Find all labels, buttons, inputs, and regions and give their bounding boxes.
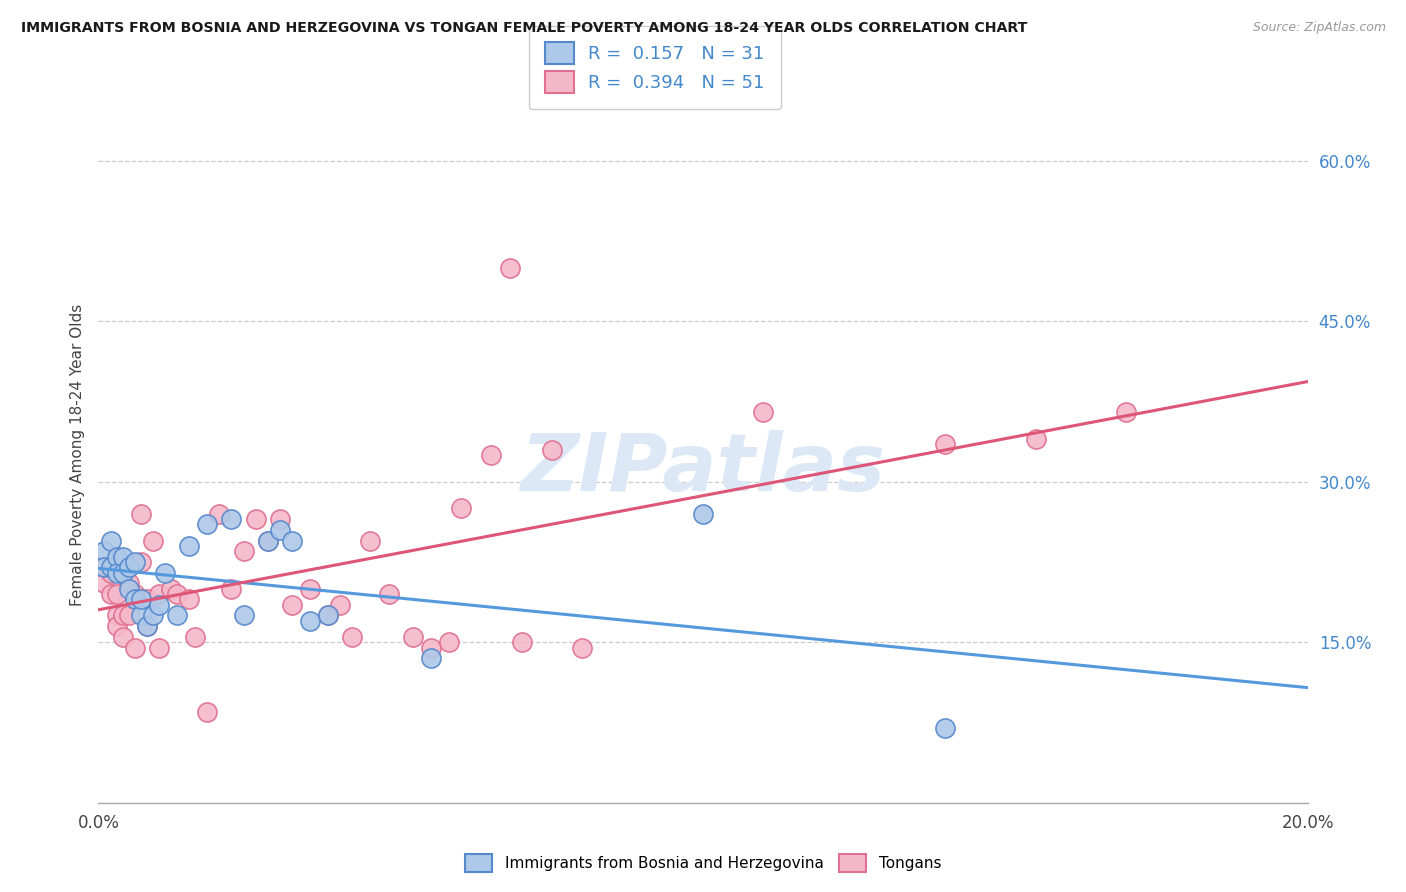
Point (299, 614, 322, 628)
Point (510, 635, 533, 649)
Point (377, 587, 399, 601)
Point (118, 582, 141, 596)
Point (100, 533, 122, 548)
Point (129, 555, 152, 569)
Point (281, 598, 304, 612)
Point (111, 566, 134, 580)
Point (299, 582, 322, 596)
Point (160, 582, 183, 596)
Point (93, 576, 115, 591)
Point (208, 507, 231, 521)
Point (111, 630, 134, 644)
Point (195, 705, 218, 719)
Point (232, 608, 254, 623)
Point (752, 405, 775, 419)
Point (111, 608, 134, 623)
Point (105, 566, 128, 580)
Point (450, 501, 472, 516)
Point (118, 560, 141, 574)
Point (100, 566, 122, 580)
Point (148, 640, 170, 655)
Point (142, 608, 165, 623)
Point (135, 619, 157, 633)
Point (166, 608, 188, 623)
Point (571, 640, 593, 655)
Point (420, 651, 443, 665)
Point (232, 544, 254, 558)
Point (360, 533, 382, 548)
Point (179, 592, 201, 607)
Point (420, 640, 443, 655)
Point (111, 549, 134, 564)
Point (93, 560, 115, 574)
Point (1115, 405, 1137, 419)
Legend: Immigrants from Bosnia and Herzegovina, Tongans: Immigrants from Bosnia and Herzegovina, … (457, 846, 949, 880)
Point (124, 592, 146, 607)
Point (329, 598, 352, 612)
Point (481, 448, 503, 462)
Point (135, 592, 157, 607)
Point (100, 560, 122, 574)
Point (93, 544, 115, 558)
Point (195, 517, 218, 532)
Point (316, 608, 339, 623)
Y-axis label: Female Poverty Among 18-24 Year Olds: Female Poverty Among 18-24 Year Olds (69, 304, 84, 606)
Point (269, 512, 291, 526)
Point (129, 507, 152, 521)
Point (179, 539, 201, 553)
Point (148, 598, 170, 612)
Point (124, 640, 146, 655)
Point (142, 533, 165, 548)
Text: Source: ZipAtlas.com: Source: ZipAtlas.com (1253, 21, 1386, 34)
Point (184, 630, 207, 644)
Point (256, 533, 278, 548)
Point (135, 619, 157, 633)
Point (105, 549, 128, 564)
Point (105, 587, 128, 601)
Point (402, 630, 425, 644)
Point (221, 582, 243, 596)
Text: IMMIGRANTS FROM BOSNIA AND HERZEGOVINA VS TONGAN FEMALE POVERTY AMONG 18-24 YEAR: IMMIGRANTS FROM BOSNIA AND HERZEGOVINA V… (21, 21, 1028, 35)
Point (100, 587, 122, 601)
Point (498, 260, 520, 275)
Point (124, 555, 146, 569)
Point (269, 523, 291, 537)
Point (934, 437, 956, 451)
Point (342, 630, 364, 644)
Point (105, 619, 128, 633)
Point (129, 592, 152, 607)
Point (692, 507, 714, 521)
Point (166, 587, 188, 601)
Point (281, 533, 304, 548)
Point (934, 721, 956, 735)
Point (221, 512, 243, 526)
Point (93, 560, 115, 574)
Text: ZIPatlas: ZIPatlas (520, 430, 886, 508)
Point (540, 442, 562, 457)
Legend: R =  0.157   N = 31, R =  0.394   N = 51: R = 0.157 N = 31, R = 0.394 N = 51 (529, 26, 780, 110)
Point (118, 608, 141, 623)
Point (316, 608, 339, 623)
Point (256, 533, 278, 548)
Point (124, 587, 146, 601)
Point (118, 576, 141, 591)
Point (129, 608, 152, 623)
Point (153, 566, 176, 580)
Point (148, 587, 170, 601)
Point (105, 608, 128, 623)
Point (437, 635, 460, 649)
Point (1024, 432, 1046, 446)
Point (245, 512, 267, 526)
